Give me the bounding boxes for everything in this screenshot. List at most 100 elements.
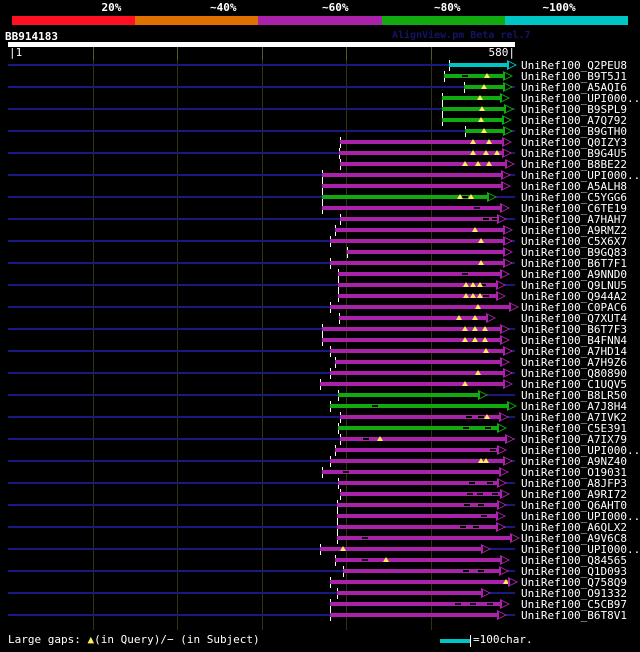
alignment-row[interactable]: UniRef100_A7Q792: [0, 115, 640, 126]
hsp-bar[interactable]: [338, 283, 496, 287]
hsp-bar[interactable]: [337, 536, 510, 540]
alignment-row[interactable]: UniRef100_A7IVK2: [0, 412, 640, 423]
alignment-row[interactable]: UniRef100_A9NND0: [0, 269, 640, 280]
hit-accession-label[interactable]: UniRef100_C6TE19: [521, 202, 627, 215]
hsp-bar[interactable]: [335, 360, 500, 364]
alignment-row[interactable]: UniRef100_Q80890: [0, 368, 640, 379]
alignment-row[interactable]: UniRef100_A5AQI6: [0, 82, 640, 93]
hit-accession-label[interactable]: UniRef100_B4FNN4: [521, 334, 627, 347]
hit-accession-label[interactable]: UniRef100_A7H9Z6: [521, 356, 627, 369]
hsp-bar[interactable]: [340, 217, 497, 221]
alignment-row[interactable]: UniRef100_UPI000..: [0, 445, 640, 456]
alignment-row[interactable]: UniRef100_C5E391: [0, 423, 640, 434]
hit-accession-label[interactable]: UniRef100_Q2PEU8: [521, 59, 627, 72]
alignment-row[interactable]: UniRef100_B9G4U5: [0, 148, 640, 159]
hit-accession-label[interactable]: UniRef100_O91332: [521, 587, 627, 600]
alignment-row[interactable]: UniRef100_UPI000..: [0, 544, 640, 555]
alignment-row[interactable]: UniRef100_A7HAH7: [0, 214, 640, 225]
alignment-row[interactable]: UniRef100_Q1D093: [0, 566, 640, 577]
hit-accession-label[interactable]: UniRef100_A6QLX2: [521, 521, 627, 534]
alignment-row[interactable]: UniRef100_UPI000..: [0, 93, 640, 104]
hsp-bar[interactable]: [322, 338, 500, 342]
hit-accession-label[interactable]: UniRef100_Q80890: [521, 367, 627, 380]
hit-accession-label[interactable]: UniRef100_B9G4U5: [521, 147, 627, 160]
hsp-bar[interactable]: [330, 371, 503, 375]
alignment-row[interactable]: UniRef100_B9GTH0: [0, 126, 640, 137]
alignment-row[interactable]: UniRef100_Q84565: [0, 555, 640, 566]
hsp-bar[interactable]: [330, 305, 509, 309]
hit-accession-label[interactable]: UniRef100_UPI000..: [521, 169, 640, 182]
alignment-row[interactable]: UniRef100_B9T5J1: [0, 71, 640, 82]
hsp-bar[interactable]: [335, 558, 500, 562]
hsp-bar[interactable]: [340, 140, 502, 144]
hit-accession-label[interactable]: UniRef100_B8BE22: [521, 158, 627, 171]
alignment-row[interactable]: UniRef100_UPI000..: [0, 511, 640, 522]
hit-accession-label[interactable]: UniRef100_Q84565: [521, 554, 627, 567]
hsp-bar[interactable]: [330, 261, 503, 265]
alignment-row[interactable]: UniRef100_C5CB97: [0, 599, 640, 610]
hsp-bar[interactable]: [322, 470, 499, 474]
hsp-bar[interactable]: [330, 404, 507, 408]
hsp-bar[interactable]: [339, 151, 502, 155]
hit-accession-label[interactable]: UniRef100_A7J8H4: [521, 400, 627, 413]
hsp-bar[interactable]: [442, 107, 504, 111]
hsp-bar[interactable]: [444, 74, 503, 78]
hsp-bar[interactable]: [335, 448, 497, 452]
hsp-bar[interactable]: [442, 96, 500, 100]
alignment-row[interactable]: UniRef100_A9RMZ2: [0, 225, 640, 236]
hsp-bar[interactable]: [337, 525, 496, 529]
hsp-bar[interactable]: [330, 239, 503, 243]
alignment-row[interactable]: UniRef100_Q6AHT0: [0, 500, 640, 511]
hit-accession-label[interactable]: UniRef100_UPI000..: [521, 543, 640, 556]
alignment-row[interactable]: UniRef100_A7IX79: [0, 434, 640, 445]
hit-accession-label[interactable]: UniRef100_B6T7F1: [521, 257, 627, 270]
hit-accession-label[interactable]: UniRef100_UPI000..: [521, 510, 640, 523]
hit-accession-label[interactable]: UniRef100_A8JFP3: [521, 477, 627, 490]
hsp-bar[interactable]: [330, 459, 503, 463]
hsp-bar[interactable]: [322, 184, 501, 188]
alignment-row[interactable]: UniRef100_B6T8V1: [0, 610, 640, 621]
hit-accession-label[interactable]: UniRef100_O19031: [521, 466, 627, 479]
hsp-bar[interactable]: [337, 514, 496, 518]
hit-accession-label[interactable]: UniRef100_A9V6C8: [521, 532, 627, 545]
hsp-bar[interactable]: [337, 591, 481, 595]
hsp-bar[interactable]: [338, 426, 497, 430]
alignment-row[interactable]: UniRef100_C5X6X7: [0, 236, 640, 247]
alignment-row[interactable]: UniRef100_A9RI72: [0, 489, 640, 500]
alignment-row[interactable]: UniRef100_Q0IZY3: [0, 137, 640, 148]
hsp-bar[interactable]: [330, 580, 508, 584]
hit-accession-label[interactable]: UniRef100_Q944A2: [521, 290, 627, 303]
hsp-bar[interactable]: [442, 118, 502, 122]
hsp-bar[interactable]: [320, 382, 503, 386]
alignment-row[interactable]: UniRef100_A6QLX2: [0, 522, 640, 533]
hsp-bar[interactable]: [335, 228, 503, 232]
hit-accession-label[interactable]: UniRef100_C5CB97: [521, 598, 627, 611]
hit-accession-label[interactable]: UniRef100_B6T8V1: [521, 609, 627, 622]
hit-accession-label[interactable]: UniRef100_A9RMZ2: [521, 224, 627, 237]
alignment-row[interactable]: UniRef100_B6T7F3: [0, 324, 640, 335]
alignment-row[interactable]: UniRef100_B4FNN4: [0, 335, 640, 346]
alignment-row[interactable]: UniRef100_A9NZ40: [0, 456, 640, 467]
hit-accession-label[interactable]: UniRef100_B9SPL9: [521, 103, 627, 116]
hsp-bar[interactable]: [338, 393, 478, 397]
alignment-row[interactable]: UniRef100_C5YGG6: [0, 192, 640, 203]
hsp-bar[interactable]: [322, 173, 501, 177]
alignment-row[interactable]: UniRef100_B6T7F1: [0, 258, 640, 269]
alignment-row[interactable]: UniRef100_O91332: [0, 588, 640, 599]
alignment-row[interactable]: UniRef100_A7H9Z6: [0, 357, 640, 368]
hit-accession-label[interactable]: UniRef100_C5X6X7: [521, 235, 627, 248]
hit-accession-label[interactable]: UniRef100_Q6AHT0: [521, 499, 627, 512]
hit-accession-label[interactable]: UniRef100_UPI000..: [521, 92, 640, 105]
hit-accession-label[interactable]: UniRef100_A7HD14: [521, 345, 627, 358]
hsp-bar[interactable]: [330, 602, 500, 606]
alignment-row[interactable]: UniRef100_B8BE22: [0, 159, 640, 170]
hsp-bar[interactable]: [340, 492, 500, 496]
hit-accession-label[interactable]: UniRef100_A9RI72: [521, 488, 627, 501]
alignment-row[interactable]: UniRef100_Q9LNU5: [0, 280, 640, 291]
alignment-row[interactable]: UniRef100_B9SPL9: [0, 104, 640, 115]
alignment-row[interactable]: UniRef100_B9GQ83: [0, 247, 640, 258]
hsp-bar[interactable]: [330, 349, 503, 353]
hsp-bar[interactable]: [340, 162, 505, 166]
hit-accession-label[interactable]: UniRef100_C5YGG6: [521, 191, 627, 204]
hit-accession-label[interactable]: UniRef100_UPI000..: [521, 444, 640, 457]
